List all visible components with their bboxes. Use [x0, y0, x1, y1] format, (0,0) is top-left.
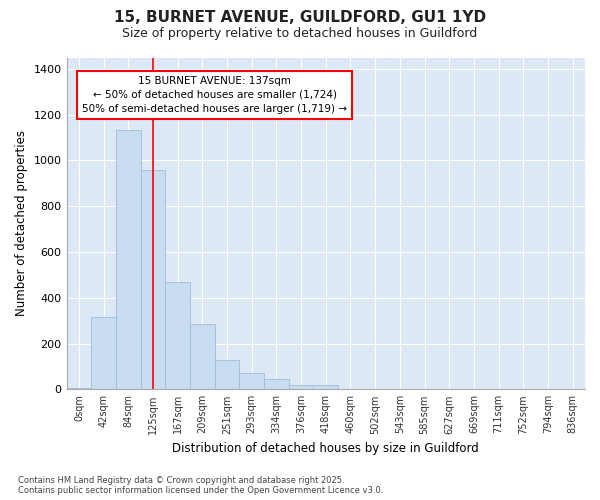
Bar	[165, 282, 190, 390]
Bar	[313, 384, 338, 390]
Bar	[190, 324, 215, 390]
Bar	[140, 170, 165, 390]
Bar	[215, 360, 239, 390]
Bar	[116, 130, 140, 390]
Y-axis label: Number of detached properties: Number of detached properties	[15, 130, 28, 316]
Text: 15, BURNET AVENUE, GUILDFORD, GU1 1YD: 15, BURNET AVENUE, GUILDFORD, GU1 1YD	[114, 10, 486, 25]
X-axis label: Distribution of detached houses by size in Guildford: Distribution of detached houses by size …	[172, 442, 479, 455]
Bar	[91, 317, 116, 390]
Text: 15 BURNET AVENUE: 137sqm
← 50% of detached houses are smaller (1,724)
50% of sem: 15 BURNET AVENUE: 137sqm ← 50% of detach…	[82, 76, 347, 114]
Text: Contains HM Land Registry data © Crown copyright and database right 2025.
Contai: Contains HM Land Registry data © Crown c…	[18, 476, 383, 495]
Bar	[264, 379, 289, 390]
Bar	[239, 374, 264, 390]
Bar	[289, 384, 313, 390]
Bar	[67, 388, 91, 390]
Text: Size of property relative to detached houses in Guildford: Size of property relative to detached ho…	[122, 28, 478, 40]
